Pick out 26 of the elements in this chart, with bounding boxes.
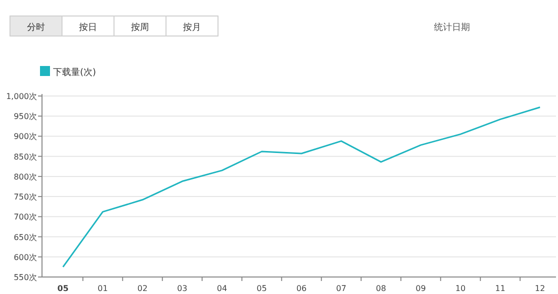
y-tick-label: 650次	[14, 232, 37, 242]
y-tick-label: 900次	[14, 132, 37, 142]
x-tick-label: 06	[296, 284, 307, 293]
x-tick-label: 10	[455, 284, 466, 293]
x-tick-label: 09	[416, 284, 426, 293]
y-tick-label: 550次	[14, 273, 37, 282]
x-tick-label: 08	[376, 284, 386, 293]
y-tick-label: 1,000次	[6, 92, 37, 101]
y-tick-label: 950次	[14, 112, 37, 122]
legend-label: 下载量(次)	[53, 67, 96, 78]
y-tick-label: 800次	[14, 172, 37, 182]
y-tick-label: 850次	[14, 152, 37, 162]
x-tick-label: 03	[177, 284, 188, 293]
y-tick-label: 600次	[14, 252, 37, 262]
y-tick-label: 750次	[14, 192, 37, 202]
x-tick-label: 11	[495, 284, 506, 293]
x-tick-label: 07	[336, 284, 346, 293]
x-tick-label: 02	[137, 284, 148, 293]
text: 统计日期	[434, 22, 470, 33]
x-tick-label: 05	[57, 284, 69, 293]
x-tick-label: 01	[98, 284, 108, 293]
y-tick-label: 700次	[14, 212, 37, 222]
tabs: 分时 按日 按周 按月	[10, 16, 218, 36]
x-tick-label: 12	[534, 284, 546, 293]
x-tick-label: 05	[256, 284, 267, 293]
x-tick-label: 04	[216, 284, 228, 293]
